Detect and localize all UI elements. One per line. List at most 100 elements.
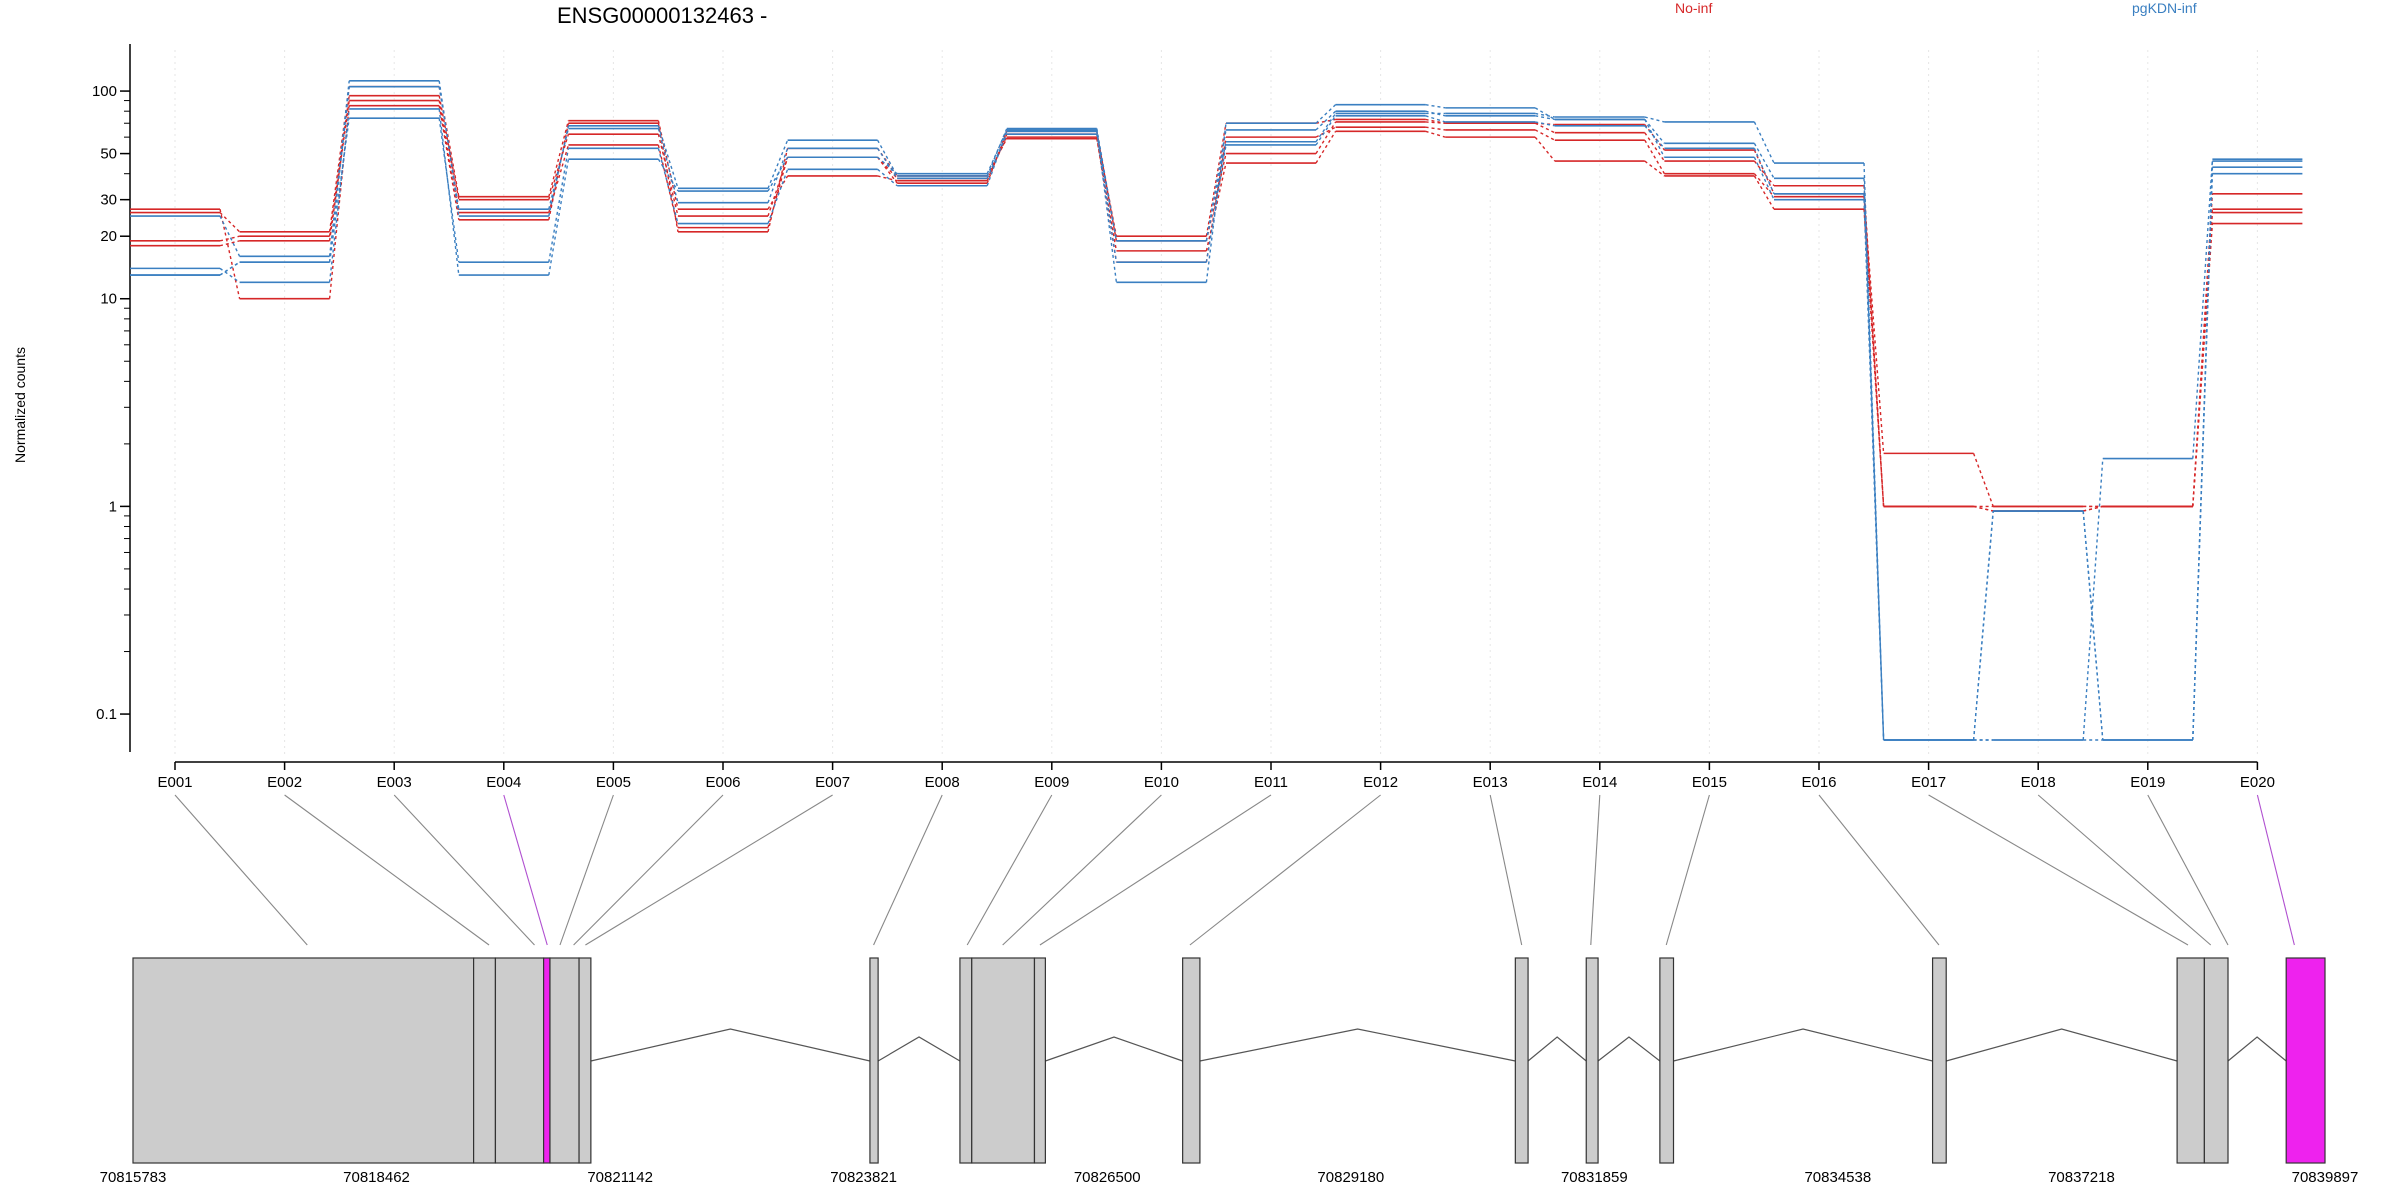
exon-block-6 bbox=[869, 957, 879, 1164]
genomic-position-label: 70831859 bbox=[1561, 1169, 1628, 1186]
series-2-link bbox=[438, 100, 460, 213]
connector-E001 bbox=[174, 794, 308, 946]
x-tick-label-E008: E008 bbox=[925, 774, 960, 791]
x-tick-label-E004: E004 bbox=[486, 774, 521, 791]
y-tick-label: 100 bbox=[92, 83, 117, 100]
gene-model: 70815783 70818462 70821142 70823821 70826500… bbox=[100, 957, 2359, 1186]
exon-block-16 bbox=[2203, 957, 2229, 1164]
x-tick-label-E019: E019 bbox=[2130, 774, 2165, 791]
x-tick-label-E001: E001 bbox=[157, 774, 192, 791]
connector-E011 bbox=[1039, 794, 1272, 946]
genomic-position-label: 70834538 bbox=[1804, 1169, 1871, 1186]
genomic-position-label: 70815783 bbox=[100, 1169, 167, 1186]
series-6-link bbox=[657, 148, 679, 224]
intron-line bbox=[877, 1036, 961, 1062]
series-1-link bbox=[1535, 122, 1555, 126]
series-5-link bbox=[1644, 119, 1665, 144]
connector-E016 bbox=[1818, 794, 1940, 946]
x-tick-label-E006: E006 bbox=[705, 774, 740, 791]
intron-line bbox=[2227, 1036, 2287, 1062]
series-1-link bbox=[219, 235, 240, 242]
series-6-link bbox=[1096, 131, 1118, 263]
series-1-link bbox=[1753, 149, 1775, 195]
series-3-link bbox=[1534, 136, 1556, 162]
series-2-link bbox=[1425, 126, 1446, 131]
series-4-link bbox=[767, 139, 789, 189]
y-tick-label: 20 bbox=[100, 228, 117, 245]
y-tick-label: 10 bbox=[100, 291, 117, 308]
x-tick-label-E003: E003 bbox=[377, 774, 412, 791]
series-4-link bbox=[657, 125, 679, 189]
series-lines bbox=[130, 80, 2303, 741]
x-tick-label-E018: E018 bbox=[2021, 774, 2056, 791]
series-0-link bbox=[438, 86, 460, 197]
series-4-link bbox=[876, 139, 898, 177]
series-3-link bbox=[1315, 130, 1337, 164]
series-4-link bbox=[1205, 141, 1227, 241]
series-2-link bbox=[219, 240, 240, 247]
connector-E003 bbox=[393, 794, 535, 946]
series-5-link bbox=[986, 129, 1008, 174]
series-1-link bbox=[1315, 121, 1337, 154]
exon-block-12 bbox=[1585, 957, 1599, 1164]
series-0-link bbox=[1205, 123, 1227, 237]
series-4-link bbox=[1096, 128, 1118, 241]
intron-line bbox=[590, 1028, 871, 1062]
exon-block-8 bbox=[971, 957, 1036, 1164]
series-3-link bbox=[1644, 160, 1665, 177]
series-1-link bbox=[548, 133, 570, 200]
genomic-position-label: 70818462 bbox=[343, 1169, 410, 1186]
series-0-link bbox=[1753, 160, 1775, 187]
series-6-link bbox=[438, 118, 460, 263]
x-tick-label-E020: E020 bbox=[2240, 774, 2275, 791]
x-tick-label-E005: E005 bbox=[596, 774, 631, 791]
exon-block-17 bbox=[2285, 957, 2326, 1164]
connector-E015 bbox=[1665, 794, 1710, 946]
series-3-link bbox=[877, 147, 898, 177]
x-tick-label-E011: E011 bbox=[1254, 774, 1288, 791]
connector-E010 bbox=[1002, 794, 1162, 946]
series-6-link bbox=[1972, 510, 1994, 741]
intron-line bbox=[1946, 1028, 2178, 1062]
series-2-link bbox=[1534, 129, 1556, 141]
series-1-link bbox=[877, 156, 898, 184]
series-2-link bbox=[1972, 453, 1994, 507]
series-7-link bbox=[1863, 199, 1885, 741]
y-tick-label: 0.1 bbox=[96, 706, 117, 723]
x-tick-label-E013: E013 bbox=[1473, 774, 1508, 791]
series-5-link bbox=[1315, 104, 1337, 124]
exon-block-13 bbox=[1659, 957, 1675, 1164]
connector-E004 bbox=[503, 794, 548, 946]
exon-block-2 bbox=[494, 957, 545, 1164]
series-3-link bbox=[1425, 130, 1446, 138]
intron-line bbox=[1199, 1028, 1516, 1062]
series-2-link bbox=[1753, 173, 1775, 198]
series-6-link bbox=[1753, 148, 1775, 195]
series-7-link bbox=[1315, 110, 1337, 131]
exon-block-3 bbox=[543, 957, 551, 1164]
exon-block-11 bbox=[1514, 957, 1529, 1164]
series-2-link bbox=[877, 156, 898, 179]
series-2-link bbox=[1644, 139, 1666, 175]
genomic-position-label: 70839897 bbox=[2292, 1169, 2359, 1186]
genomic-position-label: 70829180 bbox=[1317, 1169, 1384, 1186]
series-4-link bbox=[986, 128, 1008, 177]
series-4-link bbox=[2192, 159, 2214, 459]
exon-block-14 bbox=[1931, 957, 1947, 1164]
y-tick-label: 1 bbox=[109, 498, 117, 515]
connector-E007 bbox=[585, 794, 833, 946]
connector-E012 bbox=[1189, 794, 1381, 946]
series-7-link bbox=[1205, 129, 1227, 241]
series-6-link bbox=[1425, 115, 1446, 123]
intron-line bbox=[1673, 1028, 1933, 1062]
series-7-link bbox=[2192, 167, 2214, 741]
series-2-link bbox=[1863, 196, 1885, 454]
series-5-link bbox=[438, 108, 460, 276]
series-0-link bbox=[328, 86, 350, 232]
connector-E002 bbox=[284, 794, 490, 946]
series-5-link bbox=[1753, 143, 1775, 179]
series-4-link bbox=[219, 215, 241, 257]
series-7-link bbox=[1753, 156, 1775, 200]
genomic-position-label: 70826500 bbox=[1074, 1169, 1141, 1186]
series-7-link bbox=[767, 148, 789, 203]
